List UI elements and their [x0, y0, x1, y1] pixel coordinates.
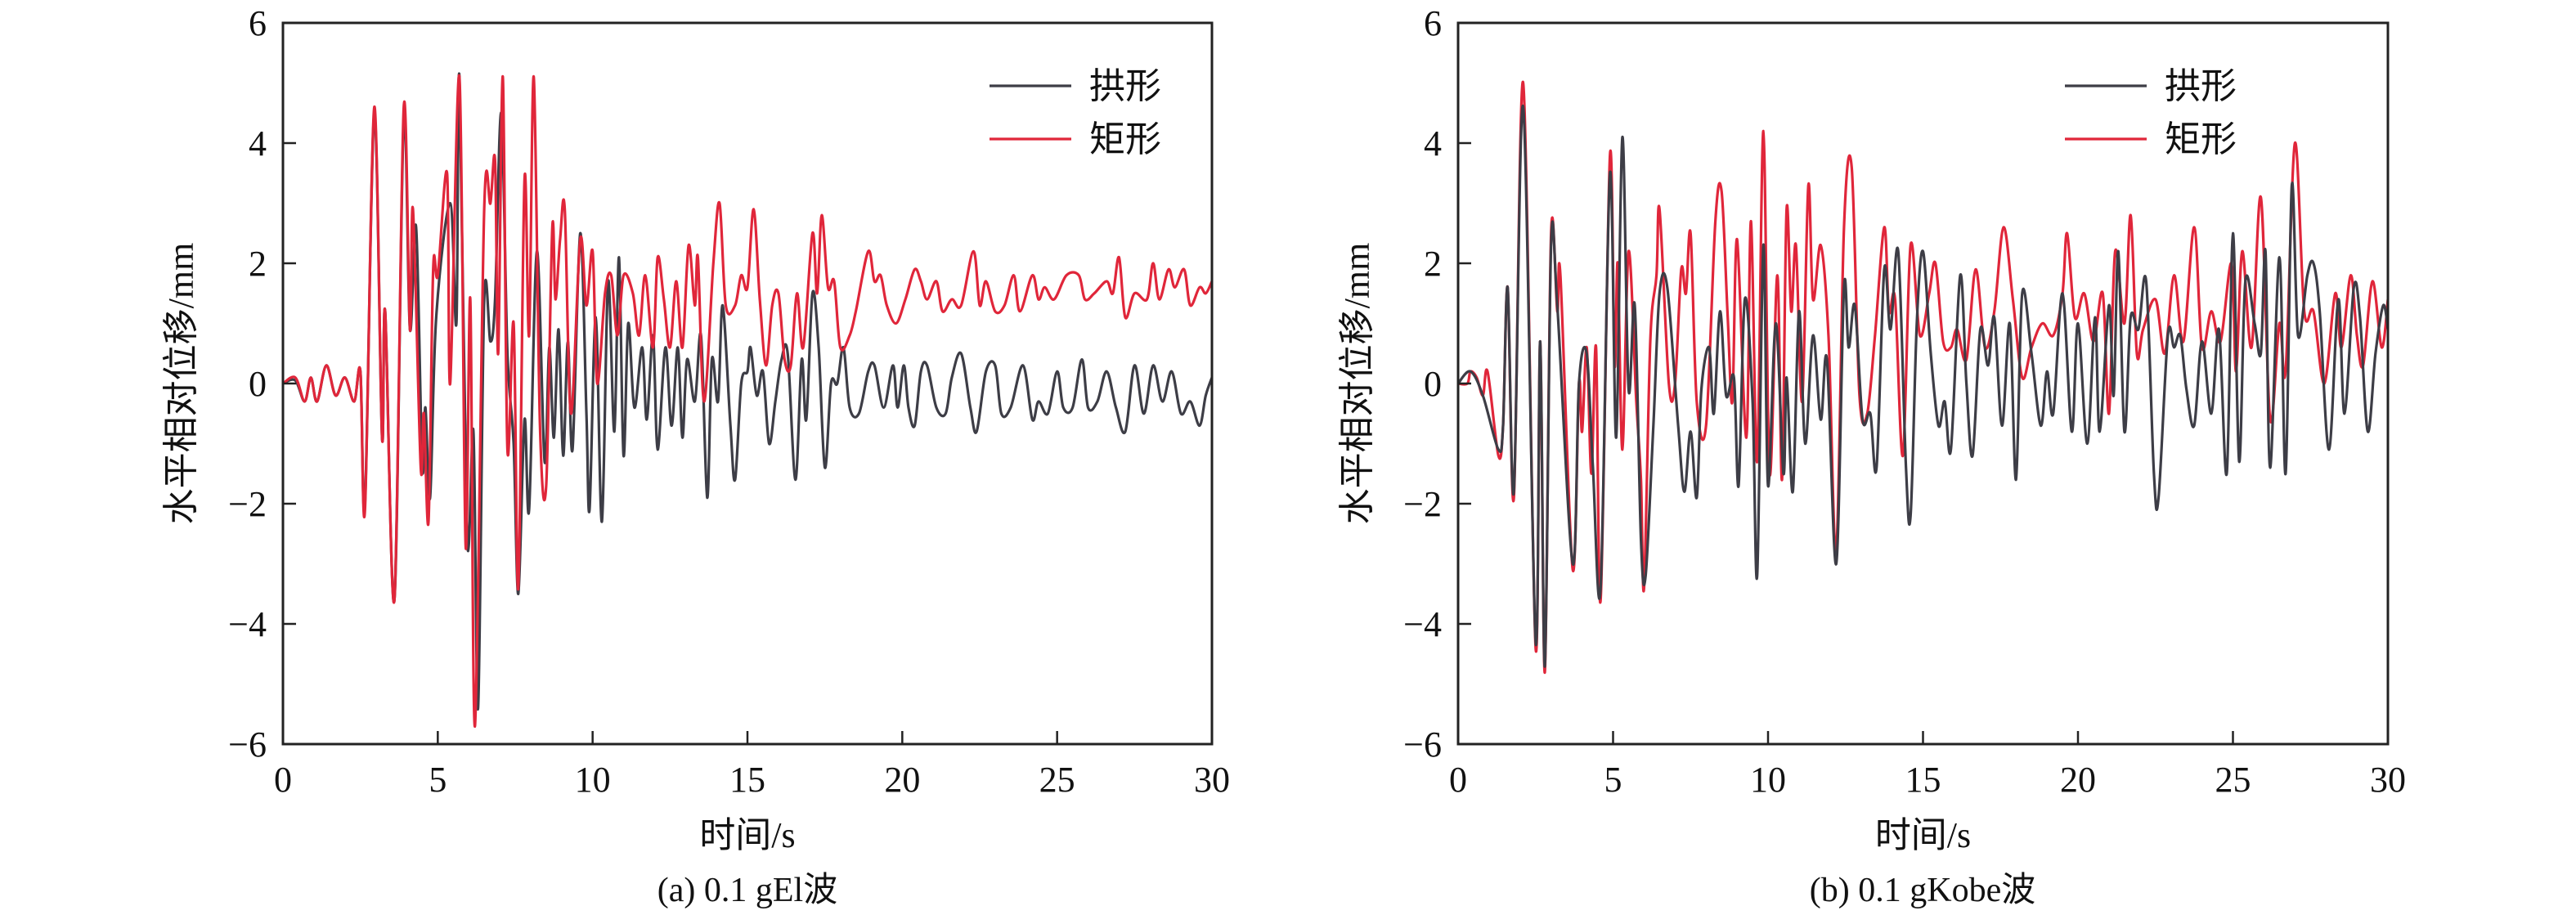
legend-label: 矩形 — [1089, 119, 1161, 159]
x-tick-label: 15 — [1905, 760, 1941, 800]
legend-label: 拱形 — [1089, 66, 1161, 106]
y-tick-label: −6 — [228, 724, 267, 765]
series-line-arch — [1458, 104, 2388, 668]
y-tick-label: −2 — [228, 484, 267, 524]
y-tick-label: 0 — [1424, 364, 1442, 404]
x-axis-label: 时间/s — [699, 815, 795, 855]
x-tick-label: 0 — [1449, 760, 1467, 800]
x-tick-label: 15 — [729, 760, 765, 800]
x-axis-label: 时间/s — [1875, 815, 1971, 855]
x-tick-label: 5 — [429, 760, 447, 800]
legend-label: 拱形 — [2165, 66, 2237, 106]
x-tick-label: 0 — [274, 760, 292, 800]
y-tick-label: −2 — [1403, 484, 1442, 524]
y-tick-label: 4 — [1424, 123, 1442, 164]
x-tick-label: 25 — [1039, 760, 1075, 800]
y-axis-label: 水平相对位移/mm — [1337, 243, 1377, 525]
y-axis-label: 水平相对位移/mm — [161, 243, 201, 525]
y-tick-label: −4 — [1403, 604, 1442, 644]
chart-panel-b: 0 5 10 15 20 25 30 −6 −4 −2 0 2 4 6 时间/s 水平相对位移/mm (b) 0… — [1337, 3, 2406, 909]
x-tick-label: 10 — [575, 760, 611, 800]
x-tick-label: 30 — [1194, 760, 1230, 800]
y-tick-label: 2 — [249, 244, 267, 284]
legend-label: 矩形 — [2165, 119, 2237, 159]
y-tick-label: 6 — [1424, 3, 1442, 43]
figure-caption: (a) 0.1 gEl波 — [657, 872, 837, 909]
x-tick-label: 20 — [884, 760, 920, 800]
y-tick-label: −6 — [1403, 724, 1442, 765]
x-tick-label: 20 — [2060, 760, 2096, 800]
y-tick-label: 4 — [249, 123, 267, 164]
x-tick-label: 30 — [2370, 760, 2406, 800]
figure-caption: (b) 0.1 gKobe波 — [1810, 872, 2035, 909]
series-line-rect — [1458, 80, 2388, 674]
x-tick-label: 10 — [1750, 760, 1786, 800]
y-tick-label: 0 — [249, 364, 267, 404]
y-tick-label: 2 — [1424, 244, 1442, 284]
x-tick-label: 25 — [2215, 760, 2251, 800]
series-line-arch — [283, 72, 1212, 711]
chart-panel-a: 0 5 10 15 20 25 30 −6 −4 −2 0 2 4 6 时间/s 水平相对位移/mm (a) 0… — [161, 3, 1230, 909]
series-line-rect — [283, 74, 1212, 728]
plot-frame — [281, 21, 1214, 746]
y-tick-label: −4 — [228, 604, 267, 644]
x-tick-label: 5 — [1604, 760, 1622, 800]
y-tick-label: 6 — [249, 3, 267, 43]
